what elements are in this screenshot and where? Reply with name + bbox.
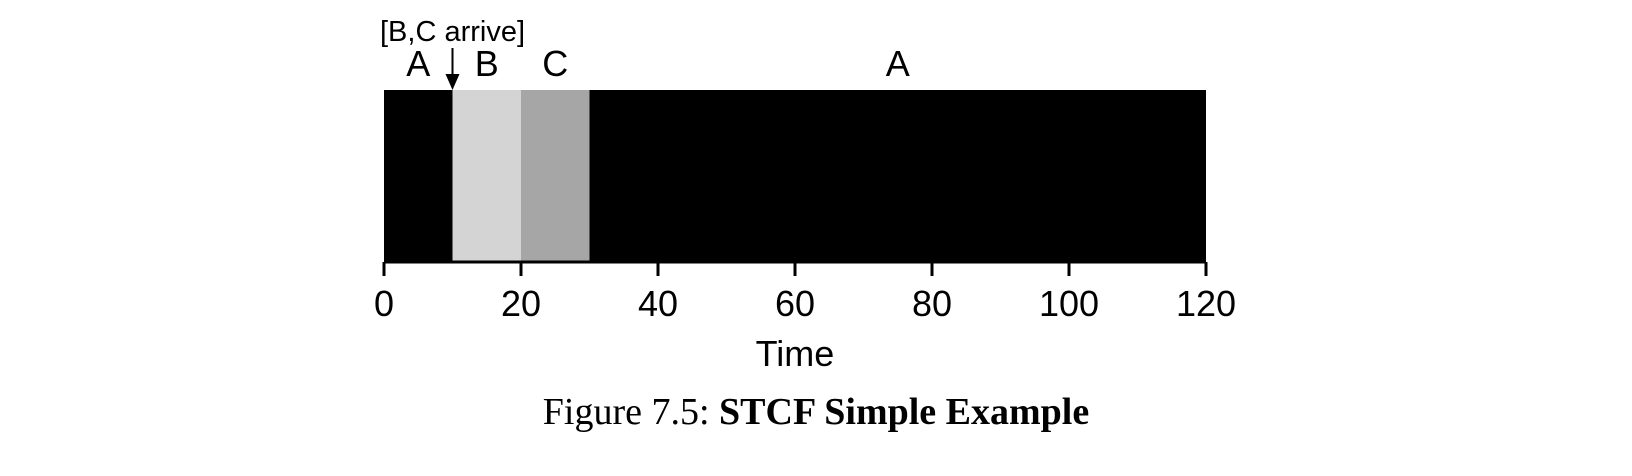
segment-label-3: C <box>542 43 568 84</box>
segment-bar-1-a <box>384 90 453 262</box>
segment-label-4: A <box>886 43 910 84</box>
segment-label-1: A <box>406 43 430 84</box>
x-tick-label-0: 0 <box>374 283 394 324</box>
figure-caption: Figure 7.5: STCF Simple Example <box>0 390 1632 434</box>
caption-title: STCF Simple Example <box>719 391 1090 433</box>
x-tick-label-40: 40 <box>638 283 678 324</box>
x-tick-label-60: 60 <box>775 283 815 324</box>
segment-bar-4-a <box>589 90 1206 262</box>
x-tick-label-120: 120 <box>1176 283 1236 324</box>
segments-layer <box>384 90 1206 262</box>
segment-label-2: B <box>475 43 499 84</box>
x-tick-label-100: 100 <box>1039 283 1099 324</box>
x-axis-title: Time <box>756 333 835 374</box>
segment-bar-3-c <box>521 90 590 262</box>
annotation-arrow-head <box>445 74 460 90</box>
x-axis: 0 20 40 60 80 100 120 Time <box>374 260 1236 374</box>
annotation-label: [B,C arrive] <box>380 16 525 48</box>
x-tick-label-20: 20 <box>501 283 541 324</box>
annotation-layer: [B,C arrive] <box>380 16 525 90</box>
segment-bar-2-b <box>452 90 521 262</box>
x-tick-label-80: 80 <box>912 283 952 324</box>
caption-prefix: Figure 7.5: <box>542 391 720 433</box>
